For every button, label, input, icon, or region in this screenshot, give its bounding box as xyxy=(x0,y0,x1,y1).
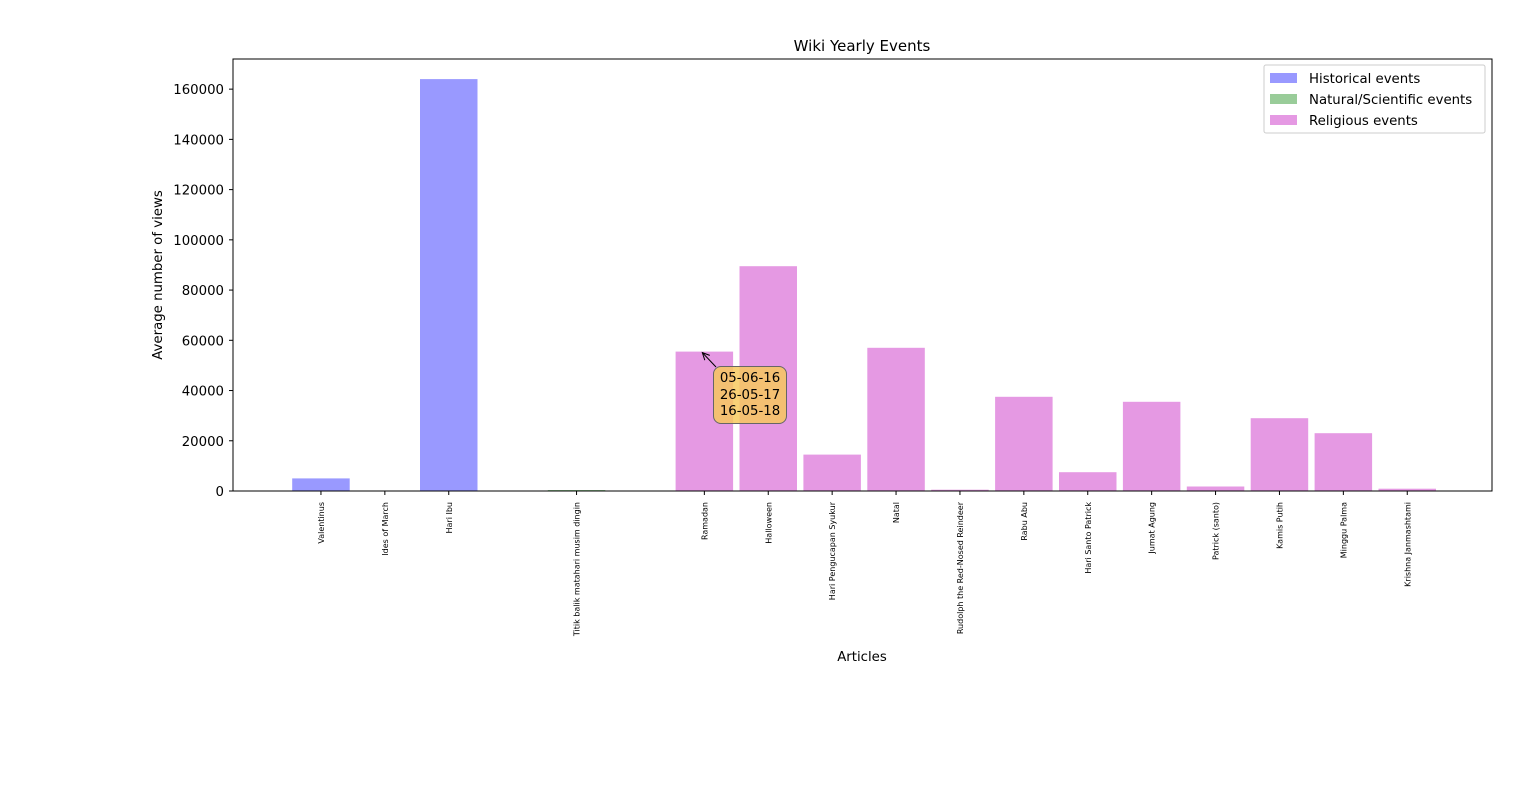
legend-frame xyxy=(1263,64,1486,134)
chart-title: Wiki Yearly Events xyxy=(794,37,931,55)
y-tick-label: 140000 xyxy=(173,133,224,148)
y-axis: 0 20000 40000 60000 80000 100000 120000 140000 1… xyxy=(173,83,233,500)
bar xyxy=(803,454,861,491)
bar xyxy=(292,478,350,491)
bar xyxy=(867,347,925,491)
x-tick-label: Ramadan xyxy=(700,502,709,540)
x-tick-label: Minggu Palma xyxy=(1339,502,1348,558)
x-tick-label: Ides of March xyxy=(381,502,390,556)
x-tick-label: Hari Santo Patrick xyxy=(1084,502,1093,574)
x-tick-label: Hari Pengucapan Syukur xyxy=(828,501,837,600)
x-tick-label: Natal xyxy=(892,502,901,523)
annotation-line: 05-06-16 xyxy=(719,371,781,386)
bar xyxy=(1250,418,1309,491)
x-tick-label: Halloween xyxy=(764,502,773,544)
annotation-arrow xyxy=(701,351,717,368)
x-tick-label: Rabu Abu xyxy=(1020,502,1029,541)
y-tick-label: 40000 xyxy=(182,385,224,400)
annotation-box: 05-06-16 26-05-17 16-05-18 xyxy=(713,366,787,424)
bar xyxy=(1186,486,1245,491)
x-tick-label: Krishna Janmashtami xyxy=(1403,502,1412,587)
bar xyxy=(1314,433,1373,491)
bar xyxy=(1122,401,1181,491)
legend: Historical events Natural/Scientific even… xyxy=(1263,64,1486,134)
legend-swatch xyxy=(1270,94,1297,104)
bar xyxy=(995,396,1053,491)
legend-swatch xyxy=(1270,115,1297,125)
x-axis-label: Articles xyxy=(837,650,887,665)
plot-frame xyxy=(232,58,1493,492)
annotation-line: 16-05-18 xyxy=(719,404,781,419)
y-tick-label: 100000 xyxy=(173,234,224,249)
x-tick-label: Titik balik matahari musim dingin xyxy=(573,502,582,637)
x-tick-label: Valentinus xyxy=(317,502,326,544)
y-tick-label: 120000 xyxy=(173,184,224,199)
x-tick-label: Hari Ibu xyxy=(445,502,454,533)
y-tick-label: 0 xyxy=(216,485,224,500)
legend-label: Religious events xyxy=(1309,114,1418,129)
legend-swatch xyxy=(1270,73,1297,83)
x-tick-label: Kamis Putih xyxy=(1275,502,1284,549)
y-axis-label: Average number of views xyxy=(151,190,166,360)
x-tick-label: Patrick (santo) xyxy=(1212,502,1221,560)
bar xyxy=(420,79,478,491)
y-tick-label: 20000 xyxy=(182,435,224,450)
annotation-arrow-head xyxy=(701,351,710,361)
y-tick-label: 60000 xyxy=(182,334,224,349)
x-tick-label: Jumat Agung xyxy=(1148,502,1157,555)
annotation-line: 26-05-17 xyxy=(719,387,781,403)
bar xyxy=(1378,488,1436,491)
bar xyxy=(1059,472,1117,491)
annotation-arrow-line xyxy=(701,352,717,368)
x-tick-label: Rudolph the Red-Nosed Reindeer xyxy=(956,501,965,634)
bar xyxy=(931,489,989,491)
x-axis: Valentinus Ides of March Hari Ibu Titik bal… xyxy=(317,491,1412,637)
y-tick-label: 80000 xyxy=(182,284,224,299)
legend-label: Historical events xyxy=(1309,72,1420,87)
bars-layer xyxy=(292,79,1436,491)
y-tick-label: 160000 xyxy=(173,83,224,98)
legend-label: Natural/Scientific events xyxy=(1309,93,1472,108)
